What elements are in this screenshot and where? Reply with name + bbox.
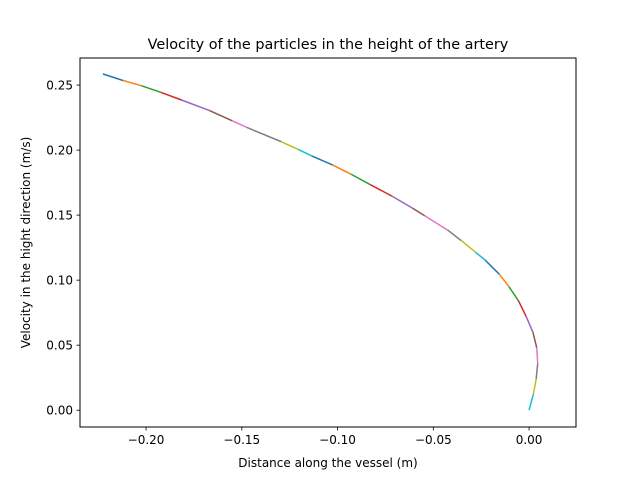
series-line-8 [246, 126, 282, 143]
series-line-24 [517, 300, 527, 317]
series-line-25 [525, 316, 534, 333]
series-line-1 [102, 73, 124, 82]
series-line-7 [231, 120, 247, 129]
series-line-5 [181, 99, 210, 112]
series-line-19 [460, 239, 476, 253]
series-line-3 [141, 84, 161, 93]
series-line-4 [160, 91, 182, 101]
series-line-21 [484, 259, 500, 275]
plot-area [102, 73, 539, 411]
x-tick-label: −0.05 [415, 433, 452, 447]
series-line-6 [208, 109, 233, 122]
series-line-29 [532, 378, 537, 395]
series-line-28 [535, 363, 539, 380]
series-line-10 [297, 148, 313, 157]
series-line-13 [350, 173, 371, 186]
axes-frame [79, 57, 577, 428]
series-line-20 [474, 251, 486, 261]
y-tick-label: 0.20 [46, 143, 73, 157]
x-tick-label: −0.20 [128, 433, 165, 447]
series-line-14 [369, 183, 393, 197]
y-tick-label: 0.15 [46, 208, 73, 222]
series-line-9 [280, 140, 299, 151]
y-tick-label: 0.10 [46, 273, 73, 287]
x-tick-label: −0.15 [223, 433, 260, 447]
series-line-17 [424, 215, 449, 231]
series-line-15 [391, 195, 413, 209]
y-tick-label: 0.05 [46, 338, 73, 352]
x-tick-label: −0.10 [319, 433, 356, 447]
series-line-18 [447, 229, 462, 242]
x-tick-label: 0.00 [516, 433, 543, 447]
series-line-22 [498, 273, 510, 288]
x-axis-label: Distance along the vessel (m) [238, 456, 417, 470]
series-line-30 [528, 394, 535, 411]
series-line-27 [535, 347, 539, 364]
series-line-2 [122, 79, 142, 87]
chart-title: Velocity of the particles in the height … [148, 37, 509, 53]
y-tick-label: 0.00 [46, 404, 73, 418]
y-axis-label: Velocity in the hight direction (m/s) [19, 137, 33, 349]
series-line-12 [332, 164, 352, 175]
series-line-16 [411, 207, 426, 217]
series-line-23 [508, 286, 520, 302]
y-tick-label: 0.25 [46, 78, 73, 92]
series-line-11 [311, 155, 334, 166]
series-line-26 [532, 332, 538, 348]
